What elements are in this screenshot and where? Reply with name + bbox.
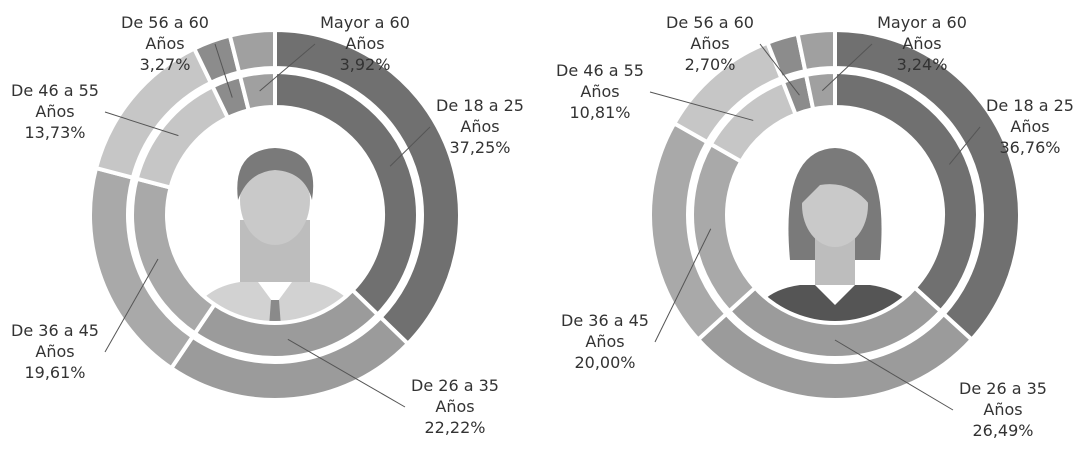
category-label: De 26 a 35 Años <box>958 378 1048 420</box>
value-label: 36,76% <box>975 137 1078 158</box>
value-label: 3,92% <box>310 54 420 75</box>
category-label: De 46 a 55 Años <box>10 80 100 122</box>
value-label: 3,24% <box>867 54 977 75</box>
value-label: 22,22% <box>400 417 510 438</box>
page: De 18 a 25 Años37,25%De 26 a 35 Años22,2… <box>0 0 1078 452</box>
category-label: Mayor a 60 Años <box>877 12 967 54</box>
category-label: Mayor a 60 Años <box>320 12 410 54</box>
category-label: De 36 a 45 Años <box>560 310 650 352</box>
value-label: 20,00% <box>550 352 660 373</box>
category-label: De 18 a 25 Años <box>435 95 525 137</box>
value-label: 13,73% <box>0 122 110 143</box>
category-label: De 36 a 45 Años <box>10 320 100 362</box>
value-label: 37,25% <box>425 137 535 158</box>
category-label: De 26 a 35 Años <box>410 375 500 417</box>
value-label: 19,61% <box>0 362 110 383</box>
value-label: 10,81% <box>545 102 655 123</box>
category-label: De 18 a 25 Años <box>985 95 1075 137</box>
category-label: De 56 a 60 Años <box>120 12 210 54</box>
category-label: De 56 a 60 Años <box>665 12 755 54</box>
value-label: 3,27% <box>110 54 220 75</box>
value-label: 26,49% <box>948 420 1058 441</box>
category-label: De 46 a 55 Años <box>555 60 645 102</box>
value-label: 2,70% <box>655 54 765 75</box>
